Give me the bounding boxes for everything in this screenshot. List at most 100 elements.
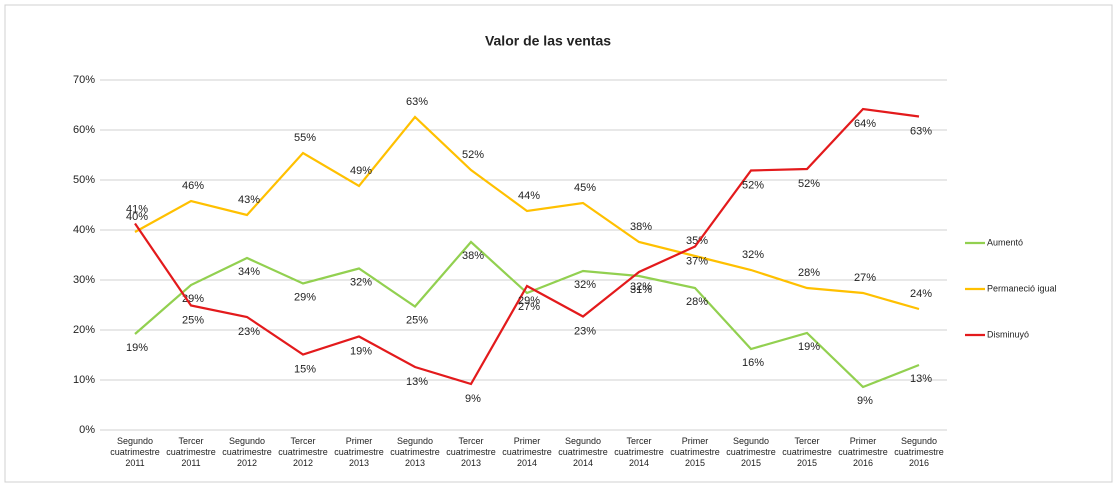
data-label: 16% bbox=[742, 357, 764, 369]
data-label: 32% bbox=[574, 279, 596, 291]
data-label: 45% bbox=[574, 182, 596, 194]
x-tick-label-line: 2016 bbox=[909, 458, 929, 468]
data-label: 13% bbox=[406, 376, 428, 388]
x-tick-label-line: cuatrimestre bbox=[334, 447, 384, 457]
y-tick-label: 50% bbox=[73, 174, 95, 186]
x-tick-label-line: 2012 bbox=[293, 458, 313, 468]
y-tick-label: 20% bbox=[73, 324, 95, 336]
x-tick-label: Segundo cuatrimestre 2013 bbox=[390, 436, 440, 468]
data-label: 29% bbox=[518, 295, 540, 307]
x-tick-label-line: cuatrimestre bbox=[670, 447, 720, 457]
data-label: 41% bbox=[126, 203, 148, 215]
data-label: 9% bbox=[465, 393, 481, 405]
y-tick-label: 30% bbox=[73, 274, 95, 286]
x-tick-label-line: Tercer bbox=[794, 436, 819, 446]
data-label: 31% bbox=[630, 284, 652, 296]
x-tick-label-line: Segundo bbox=[397, 436, 433, 446]
y-tick-label: 60% bbox=[73, 124, 95, 136]
x-tick-label-line: 2012 bbox=[237, 458, 257, 468]
x-tick-label-line: Primer bbox=[346, 436, 373, 446]
x-tick-label-line: cuatrimestre bbox=[446, 447, 496, 457]
x-tick-label-line: Segundo bbox=[733, 436, 769, 446]
x-tick-label-line: Tercer bbox=[626, 436, 651, 446]
x-tick-label: Segundo cuatrimestre 2011 bbox=[110, 436, 160, 468]
data-label: 27% bbox=[518, 301, 540, 313]
data-label: 9% bbox=[857, 395, 873, 407]
x-tick-label-line: cuatrimestre bbox=[502, 447, 552, 457]
x-tick-label-line: cuatrimestre bbox=[222, 447, 272, 457]
data-label: 13% bbox=[910, 373, 932, 385]
data-label: 25% bbox=[406, 314, 428, 326]
data-label: 19% bbox=[798, 341, 820, 353]
y-tick-label: 10% bbox=[73, 374, 95, 386]
x-tick-label-line: 2014 bbox=[573, 458, 593, 468]
series-line bbox=[134, 107, 920, 386]
data-label: 52% bbox=[742, 179, 764, 191]
x-tick-label-line: Primer bbox=[682, 436, 709, 446]
y-tick-label: 70% bbox=[73, 74, 95, 86]
x-tick-label: Primer cuatrimestre 2013 bbox=[334, 436, 384, 468]
x-tick-label: Tercer cuatrimestre 2015 bbox=[782, 436, 832, 468]
x-tick-label-line: cuatrimestre bbox=[390, 447, 440, 457]
data-label: 15% bbox=[294, 363, 316, 375]
y-tick-label: 40% bbox=[73, 224, 95, 236]
data-label: 32% bbox=[630, 281, 652, 293]
legend-label: Aumentó bbox=[987, 237, 1023, 247]
data-label: 63% bbox=[406, 96, 428, 108]
x-tick-label-line: Segundo bbox=[229, 436, 265, 446]
data-label: 32% bbox=[742, 249, 764, 261]
x-tick-label-line: cuatrimestre bbox=[166, 447, 216, 457]
x-tick-label-line: cuatrimestre bbox=[726, 447, 776, 457]
legend-label: Permaneció igual bbox=[987, 283, 1057, 293]
x-tick-label-line: cuatrimestre bbox=[558, 447, 608, 457]
data-label: 38% bbox=[630, 221, 652, 233]
data-label: 49% bbox=[350, 165, 372, 177]
data-label: 25% bbox=[182, 314, 204, 326]
y-tick-label: 0% bbox=[79, 424, 95, 436]
x-tick-label-line: Primer bbox=[514, 436, 541, 446]
x-tick-label-line: cuatrimestre bbox=[838, 447, 888, 457]
data-label: 46% bbox=[182, 180, 204, 192]
data-label: 27% bbox=[854, 272, 876, 284]
x-tick-label-line: cuatrimestre bbox=[278, 447, 328, 457]
x-tick-label-line: 2013 bbox=[349, 458, 369, 468]
data-label: 38% bbox=[462, 250, 484, 262]
x-tick-label-line: Segundo bbox=[565, 436, 601, 446]
x-tick-label-line: Segundo bbox=[901, 436, 937, 446]
x-tick-label-line: 2013 bbox=[405, 458, 425, 468]
x-tick-label: Primer cuatrimestre 2014 bbox=[502, 436, 552, 468]
legend-label: Disminuyó bbox=[987, 329, 1029, 339]
x-tick-label-line: Segundo bbox=[117, 436, 153, 446]
data-label: 43% bbox=[238, 194, 260, 206]
x-tick-label: Tercer cuatrimestre 2013 bbox=[446, 436, 496, 468]
x-tick-label-line: 2014 bbox=[629, 458, 649, 468]
data-label: 55% bbox=[294, 132, 316, 144]
x-tick-label-line: 2015 bbox=[797, 458, 817, 468]
data-label: 24% bbox=[910, 288, 932, 300]
x-tick-label: Segundo cuatrimestre 2015 bbox=[726, 436, 776, 468]
data-label: 23% bbox=[574, 325, 596, 337]
data-label: 52% bbox=[798, 178, 820, 190]
x-tick-label: Primer cuatrimestre 2016 bbox=[838, 436, 888, 468]
x-tick-label: Segundo cuatrimestre 2014 bbox=[558, 436, 608, 468]
x-tick-label-line: cuatrimestre bbox=[110, 447, 160, 457]
x-tick-label: Segundo cuatrimestre 2012 bbox=[222, 436, 272, 468]
x-tick-label: Primer cuatrimestre 2015 bbox=[670, 436, 720, 468]
data-label: 19% bbox=[350, 345, 372, 357]
x-tick-label-line: 2011 bbox=[125, 458, 144, 468]
x-tick-label-line: cuatrimestre bbox=[894, 447, 944, 457]
data-label: 28% bbox=[798, 267, 820, 279]
x-tick-label-line: 2014 bbox=[517, 458, 537, 468]
data-label: 64% bbox=[854, 118, 876, 130]
x-tick-label-line: cuatrimestre bbox=[614, 447, 664, 457]
data-label: 28% bbox=[686, 296, 708, 308]
data-label: 52% bbox=[462, 149, 484, 161]
x-tick-label-line: 2015 bbox=[685, 458, 705, 468]
x-tick-label-line: cuatrimestre bbox=[782, 447, 832, 457]
x-tick-label: Segundo cuatrimestre 2016 bbox=[894, 436, 944, 468]
x-tick-label: Tercer cuatrimestre 2012 bbox=[278, 436, 328, 468]
data-label: 34% bbox=[238, 266, 260, 278]
x-tick-label-line: Tercer bbox=[458, 436, 483, 446]
x-tick-label: Tercer cuatrimestre 2011 bbox=[166, 436, 216, 468]
